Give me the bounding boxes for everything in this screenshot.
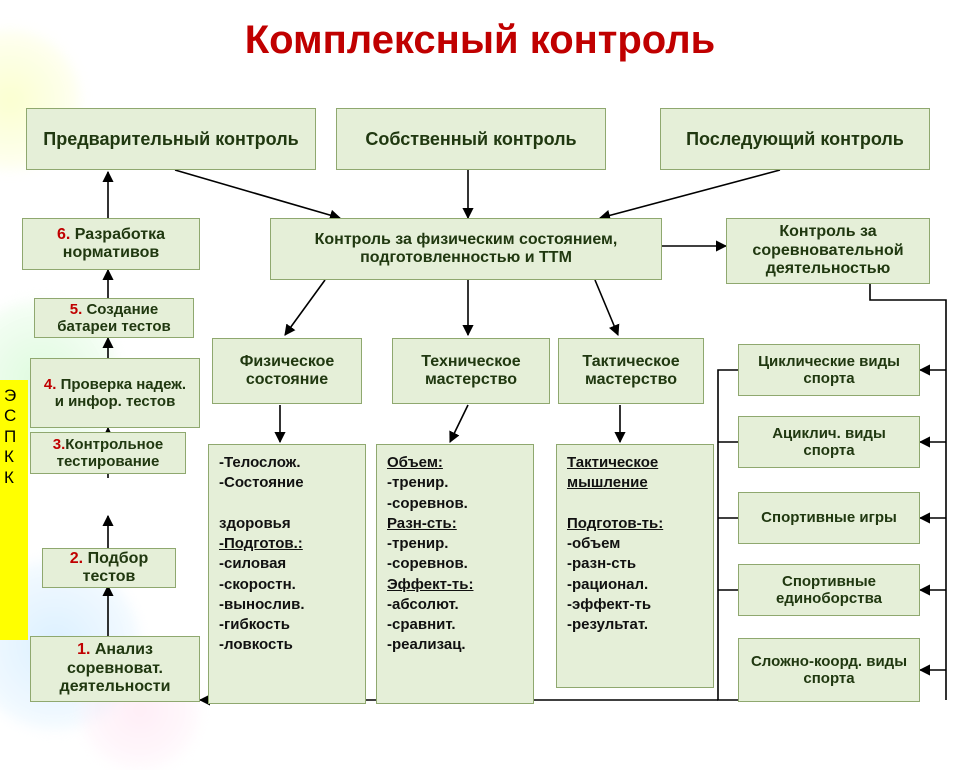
node-compet: Контроль за соревновательной деятельност… — [726, 218, 930, 284]
right-games: Спортивные игры — [738, 492, 920, 544]
side-letters: ЭСПКК — [4, 386, 16, 488]
step-6: 6. Разработка нормативов — [22, 218, 200, 270]
node-subseq-control: Последующий контроль — [660, 108, 930, 170]
node-tact-mast: Тактическое мастерство — [558, 338, 704, 404]
right-cyclic: Циклические виды спорта — [738, 344, 920, 396]
list-tact-mast: Тактическоемышление Подготов-ть:-объем-р… — [556, 444, 714, 688]
step-2: 2. Подбор тестов — [42, 548, 176, 588]
list-tech-mast: Объем:-тренир.-соревнов.Разн-сть:-тренир… — [376, 444, 534, 704]
step-3: 3.Контрольное тестирование — [30, 432, 186, 474]
page-title: Комплексный контроль — [0, 18, 960, 63]
node-tech-mast: Техническое мастерство — [392, 338, 550, 404]
right-combat: Спортивные единоборства — [738, 564, 920, 616]
node-prelim-control: Предварительный контроль — [26, 108, 316, 170]
step-4: 4. Проверка надеж. и инфор. тестов — [30, 358, 200, 428]
node-phys-state: Физическое состояние — [212, 338, 362, 404]
step-1: 1. Анализ соревноват. деятельности — [30, 636, 200, 702]
step-5: 5. Создание батареи тестов — [34, 298, 194, 338]
node-self-control: Собственный контроль — [336, 108, 606, 170]
right-complex: Сложно-коорд. виды спорта — [738, 638, 920, 702]
right-acyclic: Ациклич. виды спорта — [738, 416, 920, 468]
node-phys-ttm: Контроль за физическим состоянием, подго… — [270, 218, 662, 280]
list-phys-state: -Телослож.-Состояние здоровья-Подготов.:… — [208, 444, 366, 704]
